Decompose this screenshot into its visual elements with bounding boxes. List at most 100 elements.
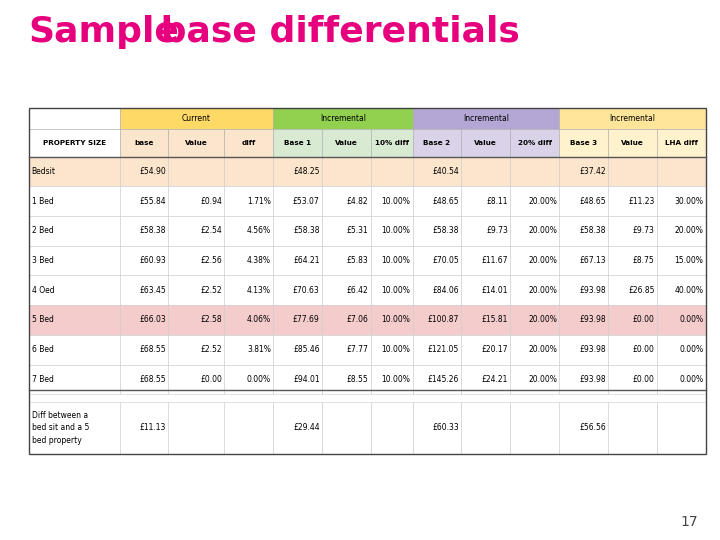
Text: £26.85: £26.85: [628, 286, 654, 295]
Text: £7.77: £7.77: [346, 345, 369, 354]
Text: £67.13: £67.13: [579, 256, 606, 265]
Bar: [462, 246, 510, 275]
Bar: [322, 305, 371, 335]
Bar: [273, 246, 322, 275]
Bar: [168, 402, 224, 454]
Bar: [168, 157, 224, 186]
Bar: [657, 157, 706, 186]
Bar: [413, 335, 462, 365]
Text: 20.00%: 20.00%: [528, 197, 557, 206]
Bar: [371, 305, 413, 335]
Text: 4.06%: 4.06%: [247, 315, 271, 325]
Bar: [413, 157, 462, 186]
Text: PROPERTY SIZE: PROPERTY SIZE: [42, 139, 106, 146]
Text: 10.00%: 10.00%: [382, 345, 410, 354]
Bar: [559, 186, 608, 216]
Bar: [168, 186, 224, 216]
Bar: [168, 305, 224, 335]
Bar: [224, 275, 273, 305]
Text: £48.65: £48.65: [579, 197, 606, 206]
Text: Current: Current: [181, 114, 211, 123]
Bar: [168, 246, 224, 275]
Text: 17: 17: [681, 515, 698, 529]
Bar: [224, 364, 273, 394]
Text: 10.00%: 10.00%: [382, 197, 410, 206]
Text: £48.25: £48.25: [293, 167, 320, 176]
Text: base: base: [134, 139, 153, 146]
Text: £121.05: £121.05: [428, 345, 459, 354]
Bar: [29, 335, 120, 365]
Text: £85.46: £85.46: [293, 345, 320, 354]
Text: £66.03: £66.03: [140, 315, 166, 325]
Bar: [559, 246, 608, 275]
Bar: [120, 305, 168, 335]
Text: £9.73: £9.73: [633, 226, 654, 235]
Bar: [29, 246, 120, 275]
Bar: [608, 402, 657, 454]
Text: £68.55: £68.55: [140, 345, 166, 354]
Bar: [371, 157, 413, 186]
Bar: [371, 402, 413, 454]
Bar: [462, 129, 510, 157]
Text: 4.13%: 4.13%: [247, 286, 271, 295]
Text: £5.83: £5.83: [347, 256, 369, 265]
Bar: [559, 275, 608, 305]
Bar: [657, 335, 706, 365]
Bar: [273, 129, 322, 157]
Text: £93.98: £93.98: [579, 286, 606, 295]
Bar: [29, 402, 120, 454]
Bar: [510, 216, 559, 246]
Bar: [510, 186, 559, 216]
Bar: [29, 305, 120, 335]
Bar: [224, 402, 273, 454]
Bar: [120, 364, 168, 394]
Bar: [168, 129, 224, 157]
Text: LHA diff: LHA diff: [665, 139, 698, 146]
Bar: [413, 364, 462, 394]
Text: diff: diff: [241, 139, 256, 146]
Bar: [273, 186, 322, 216]
Bar: [224, 246, 273, 275]
Bar: [371, 216, 413, 246]
Text: Value: Value: [474, 139, 498, 146]
Bar: [29, 157, 120, 186]
Text: 20.00%: 20.00%: [528, 315, 557, 325]
Bar: [224, 129, 273, 157]
Text: £2.56: £2.56: [200, 256, 222, 265]
Bar: [608, 246, 657, 275]
Text: £54.90: £54.90: [140, 167, 166, 176]
Text: £64.21: £64.21: [293, 256, 320, 265]
Bar: [462, 364, 510, 394]
Bar: [371, 186, 413, 216]
Bar: [510, 364, 559, 394]
Text: £93.98: £93.98: [579, 315, 606, 325]
Bar: [462, 305, 510, 335]
Text: 0.00%: 0.00%: [679, 375, 703, 384]
Bar: [608, 186, 657, 216]
Bar: [273, 216, 322, 246]
Bar: [273, 108, 413, 129]
Text: 0.00%: 0.00%: [679, 345, 703, 354]
Bar: [657, 364, 706, 394]
Text: £2.52: £2.52: [200, 286, 222, 295]
Text: £0.00: £0.00: [633, 375, 654, 384]
Text: £4.82: £4.82: [347, 197, 369, 206]
Bar: [120, 129, 168, 157]
Bar: [120, 216, 168, 246]
Text: 15.00%: 15.00%: [675, 256, 703, 265]
Text: 4.38%: 4.38%: [247, 256, 271, 265]
Text: 3 Bed: 3 Bed: [32, 256, 53, 265]
Text: 4.56%: 4.56%: [247, 226, 271, 235]
Bar: [322, 186, 371, 216]
Text: £0.00: £0.00: [633, 345, 654, 354]
Bar: [559, 108, 706, 129]
Text: £11.13: £11.13: [140, 423, 166, 433]
Bar: [322, 129, 371, 157]
Text: £7.06: £7.06: [346, 315, 369, 325]
Text: £58.38: £58.38: [293, 226, 320, 235]
Text: 10.00%: 10.00%: [382, 256, 410, 265]
Text: Value: Value: [335, 139, 358, 146]
Bar: [462, 335, 510, 365]
Text: £55.84: £55.84: [140, 197, 166, 206]
Bar: [413, 186, 462, 216]
